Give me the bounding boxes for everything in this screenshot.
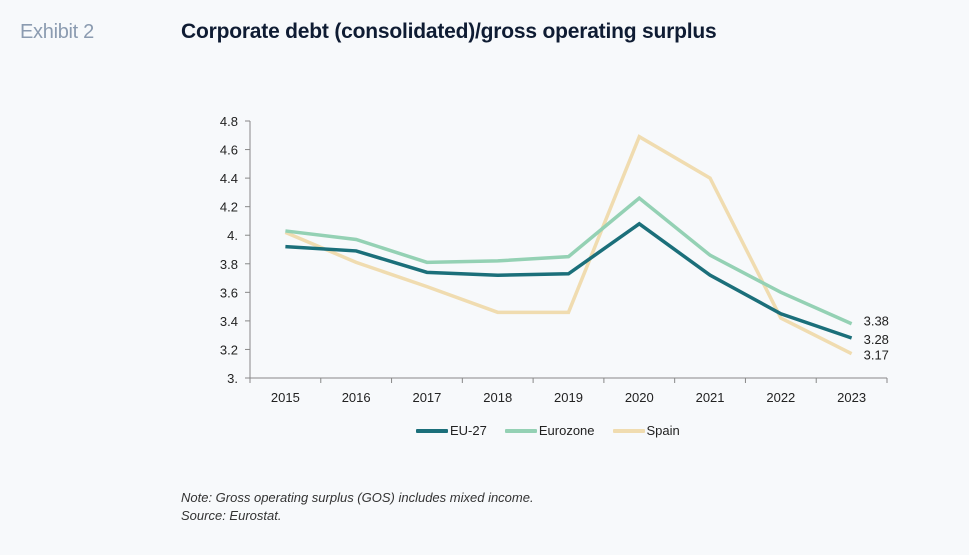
y-tick-label: 4.4 xyxy=(220,171,238,186)
y-tick-label: 3.2 xyxy=(220,342,238,357)
legend-label-spain: Spain xyxy=(646,423,680,438)
legend-item-eurozone: Eurozone xyxy=(504,423,595,438)
y-tick-label: 4. xyxy=(227,228,238,243)
y-tick-label: 3.4 xyxy=(220,314,238,329)
x-tick-label: 2017 xyxy=(412,390,441,405)
x-tick-label: 2020 xyxy=(625,390,654,405)
legend-swatch-eurozone xyxy=(504,428,537,433)
legend-swatch-eu27 xyxy=(416,428,448,433)
legend-item-eu27: EU-27 xyxy=(416,423,487,438)
note-text: Note: Gross operating surplus (GOS) incl… xyxy=(181,490,534,505)
y-tick-label: 4.2 xyxy=(220,200,238,215)
chart-title: Corporate debt (consolidated)/gross oper… xyxy=(181,20,717,43)
y-tick-label: 3.6 xyxy=(220,285,238,300)
y-tick-label: 4.6 xyxy=(220,143,238,158)
chart-legend: EU-27 Eurozone Spain xyxy=(416,423,698,438)
series-line-eurozone xyxy=(285,195,853,326)
x-tick-label: 2021 xyxy=(696,390,725,405)
series-line-spain xyxy=(284,134,853,356)
x-tick-label: 2023 xyxy=(837,390,866,405)
x-tick-label: 2015 xyxy=(271,390,300,405)
legend-label-eurozone: Eurozone xyxy=(538,423,595,438)
exhibit-label: Exhibit 2 xyxy=(20,21,95,43)
end-label-spain: 3.17 xyxy=(864,348,889,363)
y-tick-label: 4.8 xyxy=(220,114,238,129)
y-tick-label: 3. xyxy=(227,371,238,386)
end-label-eurozone: 3.38 xyxy=(864,314,889,329)
legend-swatch-spain xyxy=(612,428,645,433)
chart-notes: Note: Gross operating surplus (GOS) incl… xyxy=(181,489,534,525)
x-tick-label: 2022 xyxy=(766,390,795,405)
x-tick-label: 2019 xyxy=(554,390,583,405)
x-tick-label: 2016 xyxy=(342,390,371,405)
legend-item-spain: Spain xyxy=(612,423,680,438)
series-line-eu27 xyxy=(285,221,853,340)
source-text: Source: Eurostat. xyxy=(181,508,282,523)
y-tick-label: 3.8 xyxy=(220,257,238,272)
legend-label-eu27: EU-27 xyxy=(450,423,487,438)
x-tick-label: 2018 xyxy=(483,390,512,405)
end-label-eu27: 3.28 xyxy=(864,332,889,347)
